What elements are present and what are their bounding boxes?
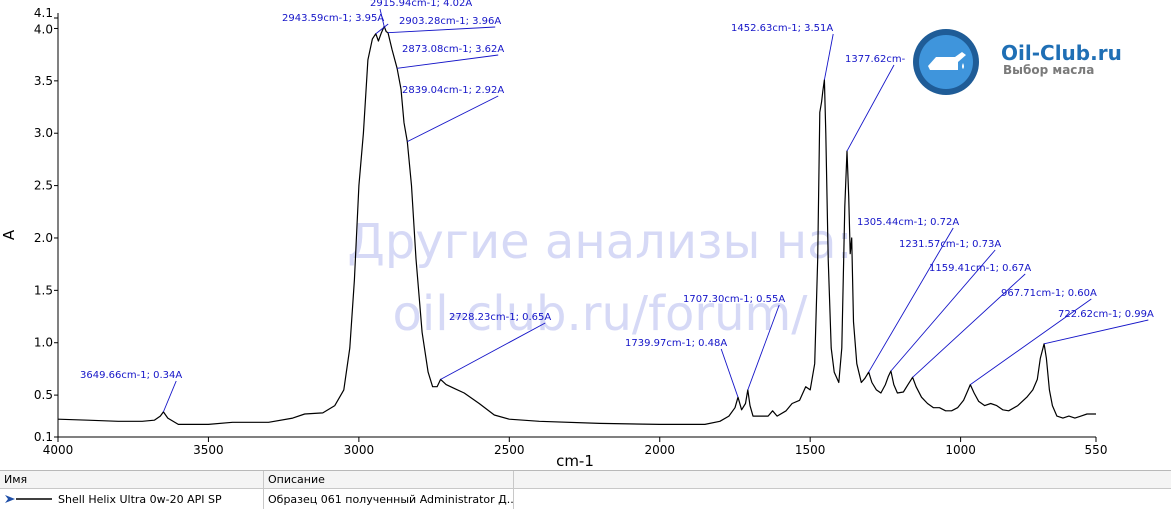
annotation-leader — [440, 322, 546, 380]
legend-row-empty — [514, 489, 1171, 509]
x-tick-label: 4000 — [43, 443, 74, 457]
y-tick-label: 0.1 — [34, 430, 53, 444]
peak-annotation: 1231.57cm-1; 0.73A — [899, 239, 1001, 250]
annotation-leader — [375, 23, 389, 35]
legend-col-empty — [514, 471, 1171, 488]
watermark-line2: oil-club.ru/forum/ — [393, 286, 809, 342]
oil-can-icon — [928, 52, 966, 70]
peak-annotation: 1739.97cm-1; 0.48A — [625, 338, 727, 349]
peak-annotation: 2943.59cm-1; 3.95A — [282, 13, 384, 24]
annotation-leader — [970, 298, 1092, 385]
x-tick-label: 550 — [1085, 443, 1108, 457]
y-tick-label: 3.0 — [34, 126, 53, 140]
legend-col-name[interactable]: Имя — [0, 471, 264, 488]
annotation-leader — [720, 348, 739, 398]
y-tick-label: 4.0 — [34, 22, 53, 36]
annotation-leader — [407, 95, 499, 143]
arrow-right-icon — [5, 495, 52, 503]
logo-tagline: Выбор масла — [1003, 63, 1094, 77]
peak-annotation: 967.71cm-1; 0.60A — [1001, 288, 1097, 299]
plot-frame — [57, 13, 1096, 438]
annotation-leader — [868, 227, 954, 373]
annotation-leader — [1043, 319, 1149, 345]
annotation-leader — [387, 26, 496, 34]
annotation-leader — [912, 273, 1026, 378]
spectrum-chart: Другие анализы на: oil-club.ru/forum/ Oi… — [0, 0, 1154, 470]
peak-annotation: 1305.44cm-1; 0.72A — [857, 217, 959, 228]
peak-annotation: 2873.08cm-1; 3.62A — [402, 44, 504, 55]
annotation-leader — [747, 304, 780, 391]
spectrum-curve — [57, 25, 1096, 425]
series-marker — [4, 493, 54, 505]
axis-ticks: 4000 3500 3000 2500 2000 1500 1000 550 0.1 0.5 1.0… — [34, 6, 1108, 457]
x-tick-label: 2000 — [644, 443, 675, 457]
peak-annotation: 2728.23cm-1; 0.65A — [449, 312, 551, 323]
peak-annotation: 2903.28cm-1; 3.96A — [399, 16, 501, 27]
watermark-line1: Другие анализы на: — [347, 214, 852, 270]
y-tick-label: 2.0 — [34, 231, 53, 245]
annotation-leader — [846, 64, 895, 152]
x-tick-label: 3500 — [193, 443, 224, 457]
x-tick-label: 2500 — [494, 443, 525, 457]
legend-series-name: Shell Helix Ultra 0w-20 API SP — [58, 492, 222, 506]
y-axis-title: A — [0, 229, 18, 240]
x-tick-label: 3000 — [344, 443, 375, 457]
legend-header: Имя Описание — [0, 471, 1171, 489]
annotation-leader — [890, 249, 996, 372]
series-line — [57, 25, 1096, 425]
annotation-leader — [823, 33, 834, 80]
y-tick-label: 0.5 — [34, 388, 53, 402]
legend-series-desc: Образец 061 полученный Administrator Д..… — [264, 489, 514, 509]
peak-annotation: 1707.30cm-1; 0.55A — [683, 294, 785, 305]
legend-row[interactable]: Shell Helix Ultra 0w-20 API SP Образец 0… — [0, 489, 1171, 509]
y-tick-label: 3.5 — [34, 74, 53, 88]
x-axis-title: cm-1 — [556, 452, 594, 470]
legend-col-desc[interactable]: Описание — [264, 471, 514, 488]
peak-annotations: 3649.66cm-1; 0.34A 2943.59cm-1; 3.95A 2915… — [80, 0, 1154, 413]
y-tick-label: 4.1 — [34, 6, 53, 20]
peak-annotation: 722.62cm-1; 0.99A — [1058, 309, 1154, 320]
y-tick-label: 1.0 — [34, 336, 53, 350]
logo-name: Oil-Club.ru — [1001, 41, 1122, 65]
annotation-leader — [162, 380, 177, 413]
y-tick-label: 1.5 — [34, 283, 53, 297]
annotation-leader — [396, 54, 499, 69]
peak-annotation: 1377.62cm- — [845, 54, 906, 65]
legend-row-name-cell[interactable]: Shell Helix Ultra 0w-20 API SP — [0, 489, 264, 509]
x-tick-label: 1000 — [945, 443, 976, 457]
series-legend-table: Имя Описание Shell Helix Ultra 0w-20 API… — [0, 470, 1171, 510]
peak-annotation: 2915.94cm-1; 4.02A — [370, 0, 472, 9]
peak-annotation: 3649.66cm-1; 0.34A — [80, 370, 182, 381]
x-tick-label: 1500 — [795, 443, 826, 457]
peak-annotation: 1452.63cm-1; 3.51A — [731, 23, 833, 34]
peak-annotation: 2839.04cm-1; 2.92A — [402, 85, 504, 96]
y-tick-label: 2.5 — [34, 179, 53, 193]
oil-club-logo: Oil-Club.ru Выбор масла — [913, 29, 1122, 95]
peak-annotation: 1159.41cm-1; 0.67A — [929, 263, 1031, 274]
annotation-leader — [379, 8, 385, 27]
